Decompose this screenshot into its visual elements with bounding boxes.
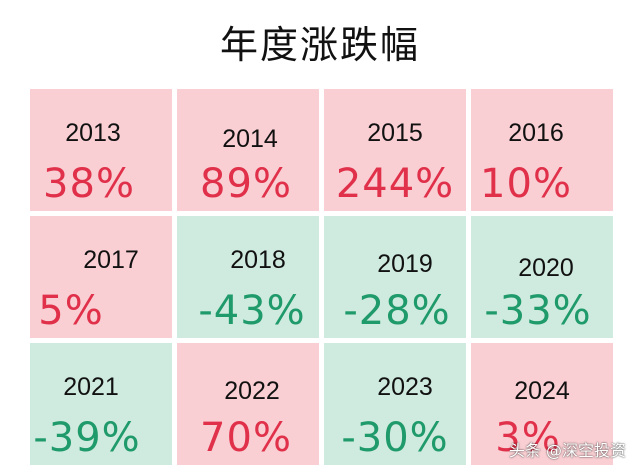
year-cell-2019: 2019 -28% — [324, 216, 466, 338]
year-cell-2016: 2016 10% — [471, 89, 613, 211]
change-value: 244% — [335, 161, 455, 207]
year-label: 2024 — [514, 377, 570, 405]
year-label: 2019 — [377, 250, 433, 278]
watermark: 头条 @深空投资 — [508, 441, 626, 460]
year-label: 2016 — [508, 119, 564, 147]
year-label: 2020 — [518, 254, 574, 282]
change-value: -39% — [33, 415, 141, 461]
change-value: 89% — [200, 161, 292, 207]
year-cell-2015: 2015 244% — [324, 89, 466, 211]
year-cell-2014: 2014 89% — [177, 89, 319, 211]
change-value: 38% — [43, 161, 135, 207]
year-cell-2013: 2013 38% — [30, 89, 172, 211]
year-cell-2021: 2021 -39% — [30, 343, 172, 465]
year-cell-2024: 2024 3% — [471, 343, 613, 465]
change-value: -30% — [341, 415, 449, 461]
year-label: 2015 — [367, 119, 423, 147]
year-cell-2017: 2017 5% — [30, 216, 172, 338]
year-cell-2018: 2018 -43% — [177, 216, 319, 338]
change-value: 3% — [495, 415, 561, 461]
year-label: 2013 — [65, 119, 121, 147]
year-label: 2014 — [222, 125, 278, 153]
yearly-change-grid: 2013 38% 2014 89% 2015 244% 2016 10% 201… — [30, 89, 613, 465]
change-value: -33% — [484, 288, 592, 334]
year-label: 2023 — [377, 373, 433, 401]
year-cell-2023: 2023 -30% — [324, 343, 466, 465]
year-label: 2021 — [63, 373, 119, 401]
change-value: 10% — [480, 161, 572, 207]
year-label: 2022 — [224, 377, 280, 405]
year-cell-2022: 2022 70% — [177, 343, 319, 465]
page-title: 年度涨跌幅 — [219, 23, 420, 67]
year-label: 2018 — [230, 246, 286, 274]
change-value: 5% — [38, 288, 104, 334]
year-cell-2020: 2020 -33% — [471, 216, 613, 338]
change-value: -28% — [343, 288, 451, 334]
change-value: 70% — [200, 415, 292, 461]
year-label: 2017 — [83, 246, 139, 274]
change-value: -43% — [198, 288, 306, 334]
